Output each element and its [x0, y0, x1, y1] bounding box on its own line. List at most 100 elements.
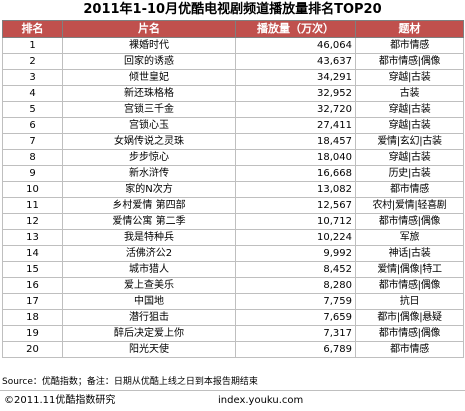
title-cell: 宫锁心玉 [62, 117, 236, 134]
table-row: 20 阳光天使 6,789 都市情感 [2, 341, 464, 358]
plays-cell: 8,452 [235, 261, 356, 278]
table-row: 3 倾世皇妃 34,291 穿越|古装 [2, 69, 464, 86]
table-header-row: 排名 片名 播放量（万次） 题材 [2, 20, 464, 38]
genre-cell: 都市情感|偶像 [355, 277, 464, 294]
header-genre: 题材 [355, 20, 464, 38]
rank-cell: 7 [2, 133, 63, 150]
genre-cell: 爱情|玄幻|古装 [355, 133, 464, 150]
genre-cell: 穿越|古装 [355, 101, 464, 118]
genre-cell: 穿越|古装 [355, 69, 464, 86]
table-row: 19 醉后决定爱上你 7,317 都市情感|偶像 [2, 325, 464, 342]
title-cell: 女娲传说之灵珠 [62, 133, 236, 150]
rank-cell: 18 [2, 309, 63, 326]
genre-cell: 军旅 [355, 229, 464, 246]
title-cell: 潜行狙击 [62, 309, 236, 326]
plays-cell: 10,712 [235, 213, 356, 230]
rank-cell: 12 [2, 213, 63, 230]
table-row: 12 爱情公寓 第二季 10,712 都市情感|偶像 [2, 213, 464, 230]
table-row: 7 女娲传说之灵珠 18,457 爱情|玄幻|古装 [2, 133, 464, 150]
table-row: 14 活佛济公2 9,992 神话|古装 [2, 245, 464, 262]
rank-cell: 8 [2, 149, 63, 166]
genre-cell: 都市情感 [355, 181, 464, 198]
title-cell: 城市猎人 [62, 261, 236, 278]
rank-cell: 20 [2, 341, 63, 358]
title-cell: 我是特种兵 [62, 229, 236, 246]
rank-cell: 2 [2, 53, 63, 70]
rank-cell: 15 [2, 261, 63, 278]
plays-cell: 9,992 [235, 245, 356, 262]
table-row: 1 裸婚时代 46,064 都市情感 [2, 37, 464, 54]
genre-cell: 都市|偶像|悬疑 [355, 309, 464, 326]
rank-cell: 14 [2, 245, 63, 262]
site-url: index.youku.com [218, 395, 304, 406]
genre-cell: 都市情感 [355, 341, 464, 358]
plays-cell: 32,952 [235, 85, 356, 102]
rank-cell: 5 [2, 101, 63, 118]
rank-cell: 13 [2, 229, 63, 246]
rank-cell: 16 [2, 277, 63, 294]
title-cell: 新水浒传 [62, 165, 236, 182]
plays-cell: 13,082 [235, 181, 356, 198]
title-cell: 步步惊心 [62, 149, 236, 166]
title-cell: 新还珠格格 [62, 85, 236, 102]
header-rank: 排名 [2, 20, 63, 38]
plays-cell: 7,659 [235, 309, 356, 326]
rank-cell: 19 [2, 325, 63, 342]
genre-cell: 抗日 [355, 293, 464, 310]
genre-cell: 都市情感|偶像 [355, 53, 464, 70]
plays-cell: 12,567 [235, 197, 356, 214]
genre-cell: 都市情感 [355, 37, 464, 54]
source-note: Source：优酷指数；备注：日期从优酷上线之日到本报告期结束 [2, 377, 258, 387]
genre-cell: 古装 [355, 85, 464, 102]
rank-cell: 6 [2, 117, 63, 134]
plays-cell: 6,789 [235, 341, 356, 358]
title-cell: 乡村爱情 第四部 [62, 197, 236, 214]
genre-cell: 都市情感|偶像 [355, 325, 464, 342]
genre-cell: 神话|古装 [355, 245, 464, 262]
header-name: 片名 [62, 20, 236, 38]
rank-cell: 1 [2, 37, 63, 54]
genre-cell: 都市情感|偶像 [355, 213, 464, 230]
table-row: 17 中国地 7,759 抗日 [2, 293, 464, 310]
table-row: 5 宫锁三千金 32,720 穿越|古装 [2, 101, 464, 118]
title-cell: 爱上查美乐 [62, 277, 236, 294]
rank-cell: 17 [2, 293, 63, 310]
genre-cell: 穿越|古装 [355, 117, 464, 134]
title-cell: 裸婚时代 [62, 37, 236, 54]
genre-cell: 爱情|偶像|特工 [355, 261, 464, 278]
table-row: 6 宫锁心玉 27,411 穿越|古装 [2, 117, 464, 134]
plays-cell: 18,040 [235, 149, 356, 166]
ranking-table: 排名 片名 播放量（万次） 题材 1 裸婚时代 46,064 都市情感 2 回家的诱惑 43… [2, 20, 464, 358]
plays-cell: 18,457 [235, 133, 356, 150]
table-row: 11 乡村爱情 第四部 12,567 农村|爱情|轻喜剧 [2, 197, 464, 214]
rank-cell: 4 [2, 85, 63, 102]
table-row: 16 爱上查美乐 8,280 都市情感|偶像 [2, 277, 464, 294]
genre-cell: 农村|爱情|轻喜剧 [355, 197, 464, 214]
title-cell: 回家的诱惑 [62, 53, 236, 70]
title-cell: 醉后决定爱上你 [62, 325, 236, 342]
table-row: 2 回家的诱惑 43,637 都市情感|偶像 [2, 53, 464, 70]
plays-cell: 16,668 [235, 165, 356, 182]
plays-cell: 8,280 [235, 277, 356, 294]
table-row: 10 家的N次方 13,082 都市情感 [2, 181, 464, 198]
title-cell: 爱情公寓 第二季 [62, 213, 236, 230]
report-title: 2011年1-10月优酷电视剧频道播放量排名TOP20 [83, 2, 382, 17]
genre-cell: 穿越|古装 [355, 149, 464, 166]
plays-cell: 46,064 [235, 37, 356, 54]
plays-cell: 43,637 [235, 53, 356, 70]
plays-cell: 32,720 [235, 101, 356, 118]
copyright-text: ©2011.11优酷指数研究 [4, 395, 116, 406]
plays-cell: 7,759 [235, 293, 356, 310]
rank-cell: 10 [2, 181, 63, 198]
table-row: 9 新水浒传 16,668 历史|古装 [2, 165, 464, 182]
table-row: 4 新还珠格格 32,952 古装 [2, 85, 464, 102]
table-row: 13 我是特种兵 10,224 军旅 [2, 229, 464, 246]
plays-cell: 34,291 [235, 69, 356, 86]
plays-cell: 10,224 [235, 229, 356, 246]
rank-cell: 11 [2, 197, 63, 214]
title-cell: 倾世皇妃 [62, 69, 236, 86]
title-cell: 中国地 [62, 293, 236, 310]
table-row: 18 潜行狙击 7,659 都市|偶像|悬疑 [2, 309, 464, 326]
title-cell: 宫锁三千金 [62, 101, 236, 118]
plays-cell: 7,317 [235, 325, 356, 342]
